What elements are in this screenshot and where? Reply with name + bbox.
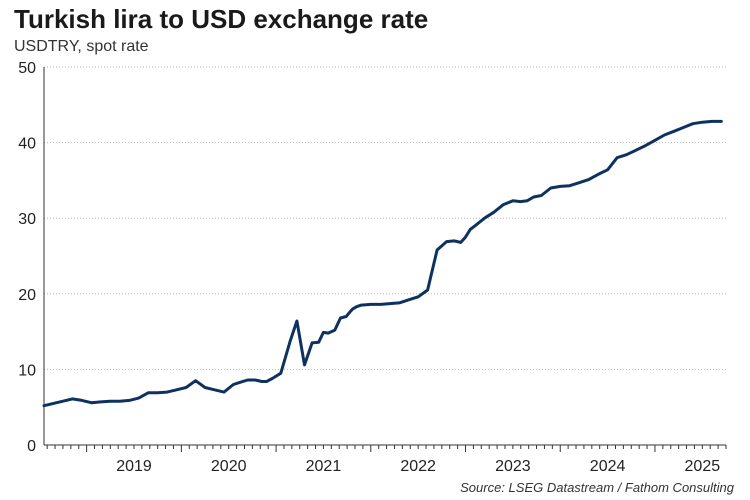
x-tick-labels: 2019 2020 2021 2022 2023 2024 2025 [116,458,720,475]
y-tick-label: 20 [18,287,36,304]
x-tick-label: 2024 [590,458,626,475]
x-tick-label: 2019 [116,458,152,475]
y-tick-label: 10 [18,362,36,379]
gridlines [44,66,726,370]
y-tick-label: 0 [27,438,36,455]
y-tick-label: 40 [18,136,36,153]
y-tick-label: 50 [18,60,36,77]
chart-subtitle: USDTRY, spot rate [14,38,149,55]
y-tick-labels: 0 10 20 30 40 50 [18,60,36,455]
x-tick-label: 2021 [306,458,342,475]
series-line-0 [42,119,723,408]
source-note: Source: LSEG Datastream / Fathom Consult… [460,480,734,495]
x-tick-label: 2025 [685,458,721,475]
chart-title: Turkish lira to USD exchange rate [14,4,429,34]
y-tick-label: 30 [18,211,36,228]
x-tick-label: 2022 [400,458,436,475]
x-tick-label: 2023 [495,458,531,475]
series-group [42,119,723,408]
axes [43,67,727,452]
x-tick-label: 2020 [211,458,247,475]
